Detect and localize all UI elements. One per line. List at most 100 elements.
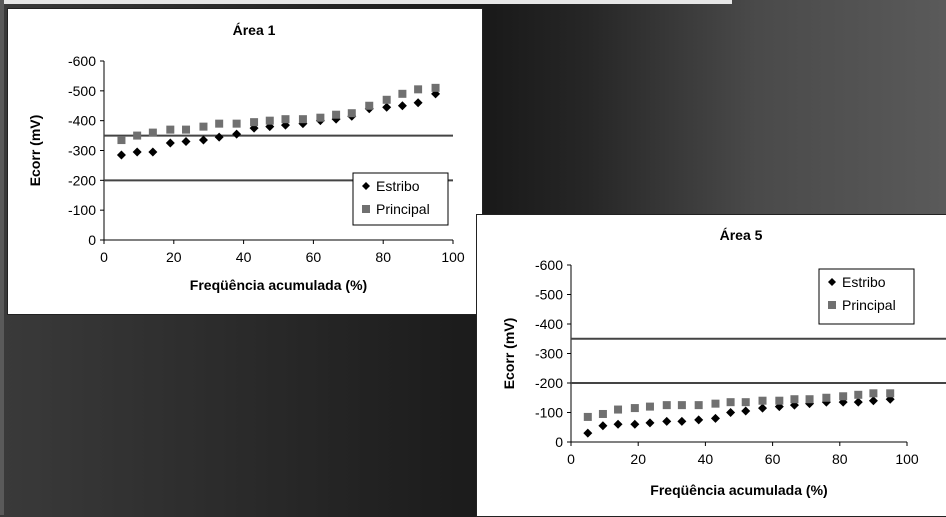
data-point-estribo (132, 147, 142, 157)
y-tick-label: -500 (68, 83, 96, 99)
data-point-principal (677, 401, 686, 410)
data-point-principal (598, 409, 607, 418)
legend-marker-estribo (362, 182, 370, 190)
y-tick-label: -600 (68, 53, 96, 69)
y-tick-label: -200 (535, 375, 563, 391)
x-axis-title: Freqüência acumulada (%) (650, 482, 827, 498)
data-point-estribo (148, 147, 158, 157)
y-tick-label: -200 (68, 172, 96, 188)
chart-title: Área 5 (720, 227, 763, 243)
legend-box (818, 268, 915, 325)
data-point-estribo (694, 415, 704, 425)
x-tick-label: 60 (765, 451, 781, 467)
y-axis-title: Ecorr (mV) (27, 115, 43, 187)
x-tick-label: 0 (100, 249, 108, 265)
x-tick-label: 60 (306, 249, 322, 265)
left-window-edge (0, 0, 4, 515)
data-point-principal (117, 136, 126, 145)
legend-marker-principal (362, 205, 370, 213)
data-point-principal (886, 389, 895, 398)
y-tick-label: -100 (535, 405, 563, 421)
data-point-estribo (853, 397, 863, 407)
legend-marker-estribo (828, 278, 836, 286)
data-point-principal (869, 389, 878, 398)
x-axis-title: Freqüência acumulada (%) (190, 277, 367, 293)
legend-label-principal: Principal (842, 297, 896, 313)
data-point-principal (215, 119, 224, 128)
y-tick-label: -100 (68, 202, 96, 218)
data-point-principal (711, 399, 720, 408)
data-point-principal (182, 125, 191, 134)
data-point-estribo (198, 135, 208, 145)
data-point-estribo (613, 419, 623, 429)
data-point-estribo (214, 132, 224, 142)
data-point-estribo (630, 419, 640, 429)
data-point-principal (398, 89, 407, 98)
data-point-principal (662, 401, 671, 410)
data-point-principal (332, 110, 341, 119)
data-point-principal (199, 122, 208, 131)
data-point-principal (347, 109, 356, 118)
data-point-principal (726, 398, 735, 407)
data-point-estribo (382, 102, 392, 112)
y-tick-label: -300 (535, 346, 563, 362)
chart-area-1: Área 1 -600 -500 -400 -300 -200 -100 00 20 40 60 80… (27, 22, 465, 293)
data-point-estribo (662, 416, 672, 426)
x-tick-label: 100 (441, 249, 465, 265)
data-point-principal (790, 395, 799, 404)
y-tick-label: -500 (535, 287, 563, 303)
x-tick-label: 100 (895, 451, 919, 467)
data-point-principal (382, 95, 391, 104)
data-point-estribo (821, 397, 831, 407)
data-point-principal (265, 116, 274, 125)
data-point-principal (133, 131, 142, 140)
data-point-principal (431, 83, 440, 92)
chart-title: Área 1 (233, 22, 276, 38)
data-point-principal (583, 412, 592, 421)
data-point-principal (805, 395, 814, 404)
x-tick-label: 20 (630, 451, 646, 467)
legend-label-estribo: Estribo (376, 178, 420, 194)
y-tick-label: -400 (535, 316, 563, 332)
data-point-estribo (181, 137, 191, 147)
y-tick-label: -400 (68, 113, 96, 129)
x-tick-label: 80 (832, 451, 848, 467)
data-point-estribo (645, 418, 655, 428)
chart-area-5: Área 5 -600 -500 -400 -300 -200 -100 00 20 40 60 80… (501, 227, 946, 498)
data-point-principal (148, 128, 157, 137)
data-point-principal (775, 396, 784, 405)
legend-marker-principal (828, 301, 836, 309)
data-point-principal (166, 125, 175, 134)
data-point-principal (232, 119, 241, 128)
data-point-estribo (583, 428, 593, 438)
x-tick-label: 20 (166, 249, 182, 265)
x-tick-label: 80 (375, 249, 391, 265)
data-point-principal (694, 401, 703, 410)
y-tick-label: -600 (535, 257, 563, 273)
data-point-estribo (710, 413, 720, 423)
chart-panel-area-1: Área 1 -600 -500 -400 -300 -200 -100 0 0 20 40 60 80… (7, 8, 483, 315)
data-point-estribo (413, 98, 423, 108)
data-point-estribo (397, 101, 407, 111)
data-point-principal (839, 392, 848, 401)
x-tick-label: 0 (567, 451, 575, 467)
data-point-estribo (232, 129, 242, 139)
x-tick-label: 40 (698, 451, 714, 467)
data-point-principal (250, 118, 259, 127)
data-point-principal (645, 402, 654, 411)
data-point-principal (741, 398, 750, 407)
data-point-estribo (758, 403, 768, 413)
legend-box (352, 172, 449, 226)
data-point-estribo (165, 138, 175, 148)
data-point-principal (630, 404, 639, 413)
data-point-principal (281, 115, 290, 124)
data-point-estribo (116, 150, 126, 160)
data-point-principal (614, 405, 623, 414)
data-point-principal (414, 85, 423, 94)
top-window-edge (0, 0, 732, 4)
y-tick-label: 0 (555, 434, 563, 450)
chart-panel-area-5: Área 5 -600 -500 -400 -300 -200 -100 0 0 20 40 60 80… (476, 214, 946, 517)
y-tick-label: 0 (88, 232, 96, 248)
legend-label-estribo: Estribo (842, 274, 886, 290)
data-point-estribo (677, 416, 687, 426)
